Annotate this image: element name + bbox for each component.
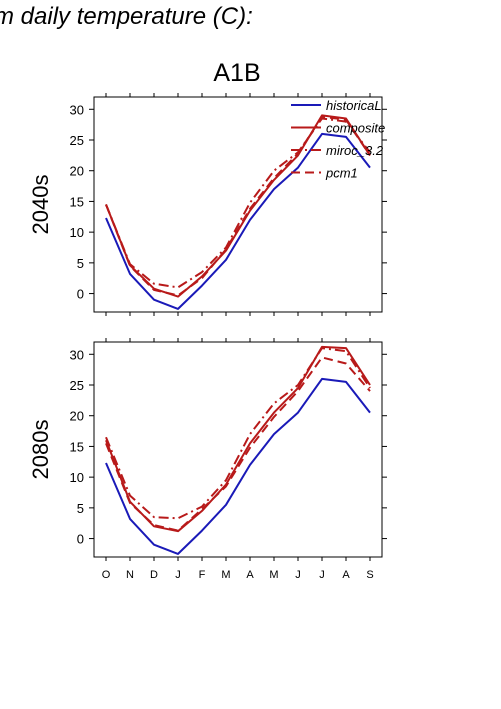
- panel-2040s: 0 5 10 15 20 25 30 2040s: [28, 93, 387, 316]
- figure-title: m daily temperature (C):: [0, 3, 253, 30]
- y-tick-label: 25: [70, 378, 84, 393]
- y-tick-label: 5: [77, 256, 84, 271]
- x-tick-label: O: [102, 569, 111, 581]
- series-line-miroc-3-2: [105, 347, 371, 520]
- plot-frame: [93, 341, 383, 558]
- plot-frame: [93, 96, 383, 313]
- x-tick-label: A: [342, 569, 350, 581]
- y-tick-label: 10: [70, 470, 84, 485]
- y-axis-label: 2080s: [28, 420, 53, 480]
- series-line-composite: [105, 345, 371, 533]
- legend-label: composite: [326, 121, 385, 136]
- y-tick-label: 30: [70, 347, 84, 362]
- series-line-pcm1: [105, 115, 371, 297]
- series-line-miroc-3-2: [105, 117, 371, 289]
- y-tick-label: 30: [70, 102, 84, 117]
- y-tick-label: 20: [70, 409, 84, 424]
- series-line-historical: [105, 132, 371, 310]
- legend-label: miroc_3.2: [326, 143, 384, 158]
- x-tick-label: M: [269, 569, 278, 581]
- x-tick-label: S: [366, 569, 373, 581]
- x-tick-label: A: [246, 569, 254, 581]
- y-tick-label: 0: [77, 532, 84, 547]
- scenario-title: A1B: [213, 59, 260, 87]
- y-tick-label: 25: [70, 133, 84, 148]
- x-tick-label: J: [175, 569, 181, 581]
- y-tick-label: 10: [70, 225, 84, 240]
- y-axis-label: 2040s: [28, 175, 53, 235]
- series-line-historical: [105, 377, 371, 555]
- x-tick-label: N: [126, 569, 134, 581]
- legend-label: historicaL: [326, 98, 382, 113]
- x-tick-label: D: [150, 569, 158, 581]
- y-tick-label: 5: [77, 501, 84, 516]
- y-tick-label: 15: [70, 439, 84, 454]
- y-tick-label: 15: [70, 194, 84, 209]
- x-tick-label: J: [319, 569, 325, 581]
- legend-label: pcm1: [325, 166, 358, 181]
- x-tick-label: F: [199, 569, 206, 581]
- series-line-pcm1: [105, 356, 371, 532]
- y-tick-label: 0: [77, 287, 84, 302]
- y-tick-label: 20: [70, 164, 84, 179]
- legend: historicaL composite miroc_3.2 pcm1: [291, 98, 385, 181]
- panel-2080s: 0 5 10 15 20 25 30 O N D J F M A M J J A S 2080s: [28, 338, 387, 581]
- x-tick-label: M: [221, 569, 230, 581]
- x-tick-label: J: [295, 569, 301, 581]
